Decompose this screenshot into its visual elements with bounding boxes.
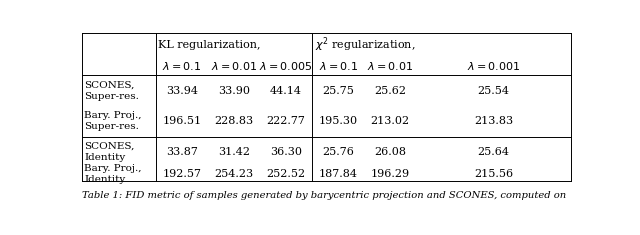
Text: 25.75: 25.75 xyxy=(322,86,354,96)
Text: 33.90: 33.90 xyxy=(218,86,250,96)
Text: 44.14: 44.14 xyxy=(270,86,302,96)
Text: 192.57: 192.57 xyxy=(163,169,202,179)
Text: Bary. Proj.,
Identity: Bary. Proj., Identity xyxy=(84,164,142,184)
Text: 252.52: 252.52 xyxy=(266,169,306,179)
Text: 222.77: 222.77 xyxy=(267,116,305,126)
Text: $\chi^2$ regularization,: $\chi^2$ regularization, xyxy=(315,36,415,54)
Text: $\lambda = 0.005$: $\lambda = 0.005$ xyxy=(259,60,313,72)
Text: 25.62: 25.62 xyxy=(374,86,406,96)
Text: 213.83: 213.83 xyxy=(474,116,513,126)
Text: 33.87: 33.87 xyxy=(166,147,198,157)
Text: 215.56: 215.56 xyxy=(474,169,513,179)
Text: Bary. Proj.,
Super-res.: Bary. Proj., Super-res. xyxy=(84,111,142,131)
Text: $\lambda = 0.01$: $\lambda = 0.01$ xyxy=(211,60,257,72)
Text: 196.29: 196.29 xyxy=(371,169,410,179)
Text: 36.30: 36.30 xyxy=(270,147,302,157)
Text: 25.54: 25.54 xyxy=(477,86,509,96)
Text: 25.76: 25.76 xyxy=(322,147,354,157)
Text: SCONES,
Super-res.: SCONES, Super-res. xyxy=(84,81,140,101)
Text: 195.30: 195.30 xyxy=(319,116,358,126)
Text: $\lambda = 0.1$: $\lambda = 0.1$ xyxy=(319,60,358,72)
Text: 254.23: 254.23 xyxy=(214,169,253,179)
Text: KL regularization,: KL regularization, xyxy=(158,40,261,50)
Text: 31.42: 31.42 xyxy=(218,147,250,157)
Text: SCONES,
Identity: SCONES, Identity xyxy=(84,142,135,162)
Text: 196.51: 196.51 xyxy=(163,116,202,126)
Text: 213.02: 213.02 xyxy=(371,116,410,126)
Text: 26.08: 26.08 xyxy=(374,147,406,157)
Text: 25.64: 25.64 xyxy=(477,147,509,157)
Text: $\lambda = 0.001$: $\lambda = 0.001$ xyxy=(467,60,520,72)
Text: Table 1: FID metric of samples generated by barycentric projection and SCONES, c: Table 1: FID metric of samples generated… xyxy=(83,191,567,200)
Text: 187.84: 187.84 xyxy=(319,169,358,179)
Text: $\lambda = 0.01$: $\lambda = 0.01$ xyxy=(367,60,413,72)
Text: 33.94: 33.94 xyxy=(166,86,198,96)
Text: 228.83: 228.83 xyxy=(214,116,253,126)
Text: $\lambda = 0.1$: $\lambda = 0.1$ xyxy=(163,60,202,72)
